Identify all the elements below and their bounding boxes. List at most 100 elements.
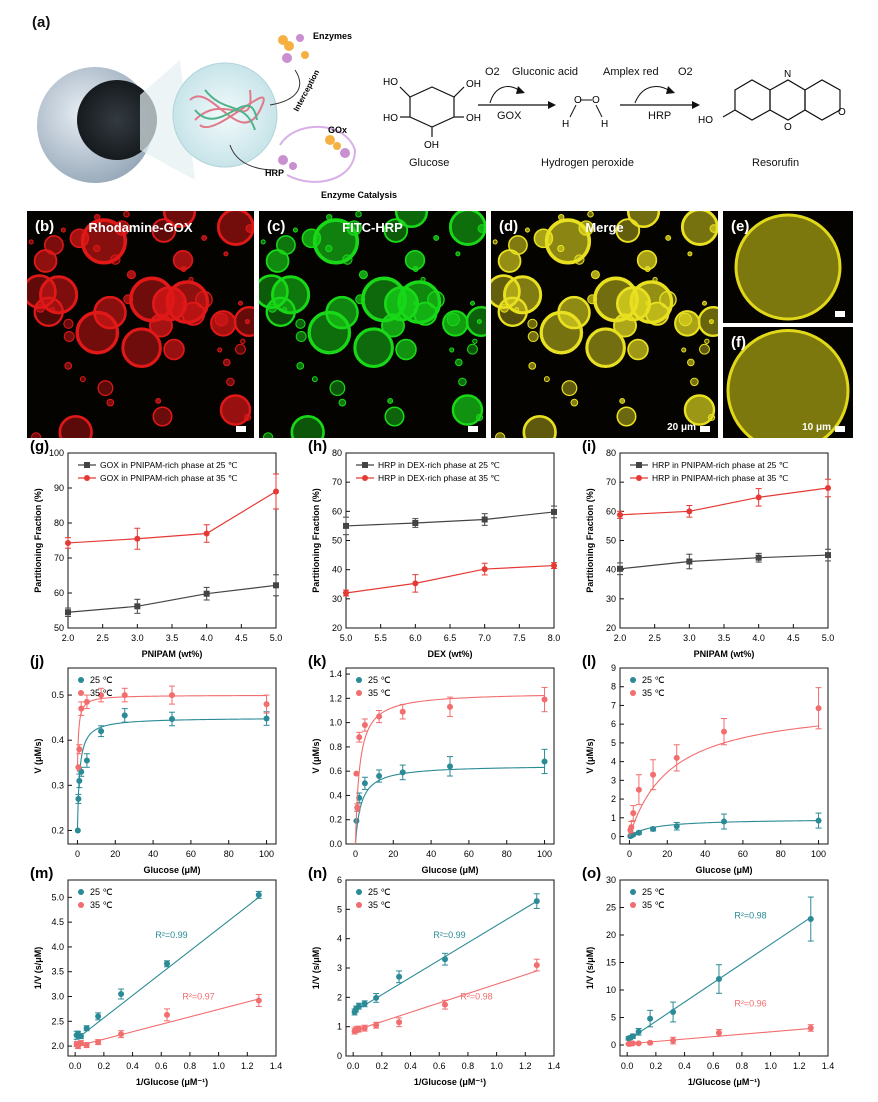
x-tick-label: 7.5: [513, 633, 526, 643]
data-point: [263, 715, 270, 722]
y-tick-label: 0.4: [329, 790, 342, 800]
data-point: [163, 1011, 170, 1018]
legend-marker: [78, 690, 84, 696]
y-tick-label: 60: [54, 588, 64, 598]
y-tick-label: 20: [606, 930, 616, 940]
data-point: [361, 722, 368, 729]
y-tick-label: 0.3: [51, 780, 64, 790]
data-point: [361, 780, 368, 787]
enzyme-icon: [278, 35, 309, 59]
data-point: [76, 777, 83, 784]
y-axis-label: 1/V (s/μM): [311, 947, 321, 990]
scale-bar: [468, 426, 478, 432]
r-squared-label: R²=0.97: [182, 992, 214, 1002]
x-tick-label: 4.5: [787, 633, 800, 643]
data-point: [825, 552, 831, 559]
x-tick-label: 80: [502, 849, 512, 859]
y-tick-label: 40: [332, 565, 342, 575]
svg-text:HO: HO: [383, 113, 398, 124]
data-point: [83, 1025, 90, 1032]
scale-bar: [835, 426, 845, 432]
y-tick-label: 5: [611, 738, 616, 748]
data-point: [203, 530, 210, 537]
data-point: [635, 786, 642, 793]
x-tick-label: 60: [738, 849, 748, 859]
data-point: [628, 824, 635, 831]
data-point: [399, 769, 406, 776]
data-point: [273, 488, 279, 495]
x-tick-label: 5.5: [374, 633, 387, 643]
data-point: [78, 705, 85, 712]
data-point: [134, 603, 141, 610]
micrograph-letter: (d): [499, 218, 519, 235]
svg-text:O: O: [592, 95, 600, 106]
micrograph-label: Merge: [585, 220, 624, 235]
data-point: [273, 582, 279, 589]
chart-letter: (j): [30, 653, 44, 670]
y-axis-label: Partitioning Fraction (%): [585, 488, 595, 593]
svg-text:O: O: [574, 95, 582, 106]
x-tick-label: 100: [811, 849, 826, 859]
y-tick-label: 6: [337, 875, 342, 885]
y-tick-label: 30: [332, 594, 342, 604]
y-tick-label: 5: [611, 1013, 616, 1023]
droplet-field: [726, 329, 850, 438]
x-tick-label: 1.4: [548, 1061, 561, 1071]
y-tick-label: 25: [606, 903, 616, 913]
data-point: [83, 698, 90, 705]
y-tick-label: 80: [606, 448, 616, 458]
data-point: [134, 535, 141, 542]
data-point: [77, 1040, 84, 1047]
data-point: [715, 976, 722, 982]
svg-text:N: N: [784, 69, 791, 80]
data-point: [441, 1001, 448, 1008]
r-squared-label: R²=0.99: [433, 930, 465, 940]
data-point: [650, 826, 657, 833]
data-point: [647, 1039, 654, 1046]
legend-label: HRP in DEX-rich phase at 25 ℃: [378, 460, 500, 470]
x-axis-label: 1/Glucose (μM⁻¹): [136, 1077, 208, 1087]
x-tick-label: 0.0: [347, 1061, 360, 1071]
y-tick-label: 3.5: [51, 967, 64, 977]
data-point: [815, 817, 822, 824]
x-tick-label: 0.0: [621, 1061, 634, 1071]
legend-label: 35 ℃: [368, 688, 391, 698]
y-tick-label: 10: [606, 985, 616, 995]
data-point: [673, 823, 680, 830]
droplet-field: [27, 211, 254, 438]
series-1: 35 ℃: [627, 687, 822, 837]
x-tick-label: 5.0: [822, 633, 835, 643]
plot-frame: [619, 879, 829, 1057]
data-point: [203, 590, 210, 597]
r-squared-label: R²=0.99: [155, 930, 187, 940]
y-tick-label: 3.0: [51, 992, 64, 1002]
chart-o: (o) 0.0 0.2 0.4 0.6 0.8 1.0 1.2 1.4 0 5 10 15 20 25 30 1…: [582, 865, 834, 1087]
enzymes-label: Enzymes: [313, 31, 352, 41]
legend-label: 35 ℃: [642, 900, 665, 910]
data-point: [169, 715, 175, 722]
data-point: [533, 898, 540, 905]
x-tick-label: 5.0: [270, 633, 283, 643]
data-point: [755, 494, 762, 501]
data-point: [629, 1033, 636, 1040]
x-tick-label: 0.2: [98, 1061, 111, 1071]
schematic-illustration: Enzymes Interception GOx HRP Enzyme Cata…: [37, 31, 397, 200]
data-point: [65, 609, 71, 616]
legend-marker: [356, 902, 362, 908]
y-tick-label: 20: [332, 623, 342, 633]
x-tick-label: 0: [353, 849, 358, 859]
x-tick-label: 1.2: [241, 1061, 254, 1071]
x-tick-label: 0: [627, 849, 632, 859]
series-line: [67, 490, 277, 544]
data-point: [686, 558, 693, 565]
data-point: [825, 485, 831, 491]
y-tick-label: 1: [611, 813, 616, 823]
glucose-name: Glucose: [409, 157, 450, 169]
x-tick-label: 0.8: [462, 1061, 475, 1071]
data-point: [815, 705, 822, 712]
legend-label: 25 ℃: [642, 887, 665, 897]
legend-marker: [78, 677, 84, 683]
data-point: [686, 508, 693, 515]
chart-h: (h) 5.0 5.5 6.0 6.5 7.0 7.5 8.0 20 30 40 50 60 70 80 DE…: [308, 438, 560, 659]
